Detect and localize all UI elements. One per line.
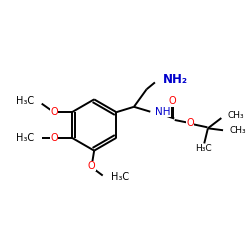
Text: O: O [88,161,96,171]
Text: H₃C: H₃C [16,133,34,143]
Text: O: O [186,118,194,128]
Text: NH₂: NH₂ [163,73,188,86]
Text: NH: NH [155,107,171,117]
Text: CH₃: CH₃ [229,126,246,135]
Text: H₃C: H₃C [16,96,34,106]
Text: O: O [169,96,176,106]
Text: H₃C: H₃C [110,172,129,182]
Text: CH₃: CH₃ [228,111,244,120]
Text: O: O [50,133,58,143]
Text: O: O [50,107,58,117]
Text: H₃C: H₃C [195,144,211,153]
